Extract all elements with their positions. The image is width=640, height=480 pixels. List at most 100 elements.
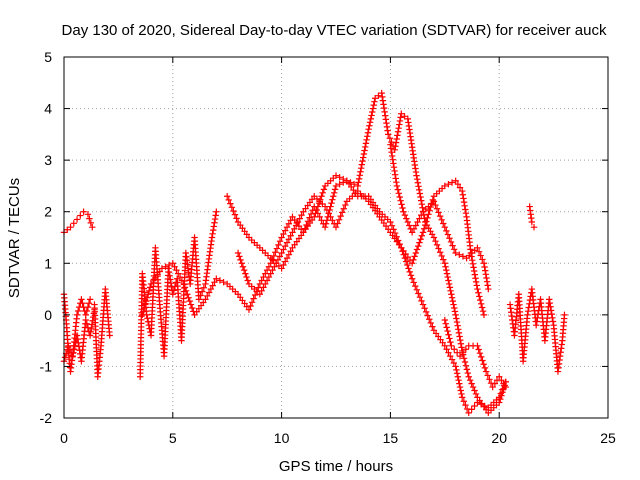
data-point bbox=[400, 208, 407, 215]
data-point bbox=[267, 270, 274, 277]
data-point bbox=[456, 352, 464, 360]
series-track-k bbox=[526, 203, 538, 231]
data-point bbox=[318, 217, 325, 224]
data-point bbox=[314, 203, 322, 210]
data-point bbox=[83, 307, 91, 315]
data-point bbox=[398, 201, 405, 208]
data-point bbox=[442, 263, 449, 270]
data-point bbox=[282, 242, 289, 250]
data-point bbox=[469, 256, 476, 264]
data-point bbox=[458, 344, 465, 351]
series-track-d bbox=[136, 208, 220, 380]
data-point bbox=[375, 92, 382, 99]
data-point bbox=[530, 223, 538, 231]
data-point bbox=[415, 186, 423, 194]
data-point bbox=[337, 212, 344, 220]
x-tick-label: 20 bbox=[491, 430, 507, 446]
data-point bbox=[500, 380, 507, 387]
series-track-g bbox=[234, 177, 488, 319]
data-point bbox=[335, 216, 343, 224]
data-point bbox=[336, 181, 343, 188]
data-point bbox=[533, 318, 541, 325]
data-point bbox=[448, 294, 456, 301]
data-point bbox=[178, 277, 186, 284]
data-point bbox=[211, 215, 219, 223]
data-point bbox=[422, 221, 429, 229]
data-point bbox=[285, 251, 293, 258]
y-tick-label: 3 bbox=[44, 152, 52, 168]
data-point bbox=[316, 213, 323, 221]
data-point bbox=[165, 261, 173, 269]
data-point bbox=[89, 317, 96, 324]
data-point bbox=[468, 380, 475, 387]
data-point bbox=[401, 113, 408, 120]
data-point bbox=[275, 241, 282, 249]
data-point bbox=[207, 285, 215, 293]
data-point bbox=[146, 284, 154, 291]
data-point bbox=[412, 249, 419, 257]
data-point bbox=[444, 231, 452, 238]
data-point bbox=[91, 306, 98, 313]
data-point bbox=[474, 342, 481, 349]
data-point bbox=[332, 182, 340, 190]
data-point bbox=[454, 373, 462, 380]
data-point bbox=[453, 366, 460, 374]
data-point bbox=[85, 300, 93, 307]
data-point bbox=[289, 229, 296, 236]
data-point bbox=[331, 186, 339, 193]
data-point bbox=[479, 307, 487, 315]
data-point bbox=[366, 119, 374, 126]
data-point bbox=[469, 260, 477, 268]
data-point bbox=[366, 122, 373, 129]
data-point bbox=[396, 193, 403, 201]
data-point bbox=[438, 216, 445, 224]
data-point bbox=[438, 252, 445, 260]
data-point bbox=[469, 383, 477, 391]
data-point bbox=[212, 212, 219, 219]
data-point bbox=[358, 161, 366, 168]
data-point bbox=[461, 202, 468, 210]
data-point bbox=[561, 311, 568, 319]
data-point bbox=[362, 143, 369, 151]
data-point bbox=[461, 358, 469, 366]
data-point bbox=[410, 225, 418, 233]
data-point bbox=[407, 272, 415, 279]
x-tick-label: 10 bbox=[274, 430, 290, 446]
data-point bbox=[443, 266, 450, 274]
data-point bbox=[419, 229, 427, 236]
data-point bbox=[546, 299, 554, 307]
data-point bbox=[479, 256, 486, 263]
data-point bbox=[65, 342, 72, 349]
data-point bbox=[416, 190, 424, 197]
data-point bbox=[393, 182, 401, 190]
data-point bbox=[265, 263, 273, 270]
data-point bbox=[369, 108, 376, 116]
data-point bbox=[84, 303, 92, 311]
data-point bbox=[453, 318, 461, 326]
data-point bbox=[332, 223, 340, 231]
data-point bbox=[244, 277, 251, 284]
data-point bbox=[418, 297, 425, 305]
data-point bbox=[362, 140, 370, 147]
data-point bbox=[321, 203, 329, 210]
data-point bbox=[233, 215, 240, 222]
data-point bbox=[278, 265, 285, 272]
data-point bbox=[457, 336, 464, 344]
data-point bbox=[256, 291, 264, 298]
data-point bbox=[209, 282, 216, 289]
data-point bbox=[328, 199, 335, 207]
data-point bbox=[225, 196, 232, 204]
data-point bbox=[406, 268, 413, 276]
data-point bbox=[471, 387, 478, 394]
data-point bbox=[426, 316, 433, 323]
data-point bbox=[481, 364, 489, 372]
data-point bbox=[481, 263, 488, 271]
data-point bbox=[340, 205, 347, 212]
data-point bbox=[180, 280, 187, 288]
data-point bbox=[162, 263, 169, 270]
series-track-i bbox=[441, 316, 509, 391]
data-point bbox=[234, 249, 242, 257]
data-point bbox=[448, 342, 455, 349]
data-point bbox=[67, 223, 74, 231]
